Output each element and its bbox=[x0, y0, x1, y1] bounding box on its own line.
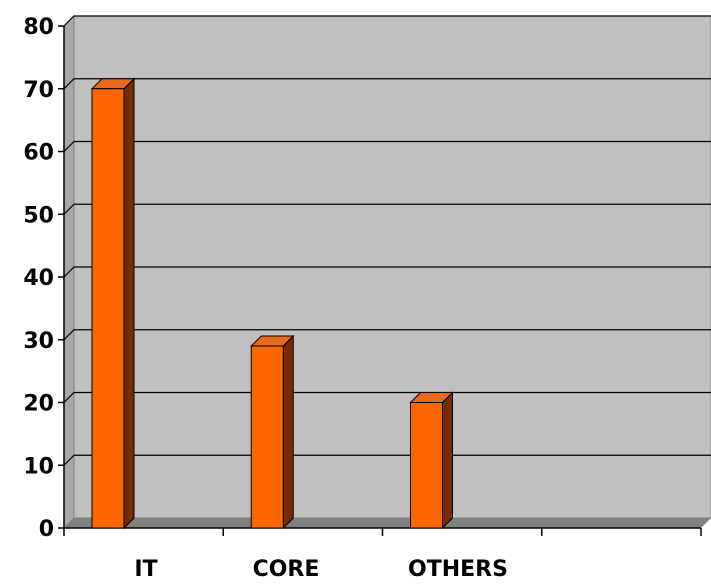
y-tick-label: 30 bbox=[23, 329, 54, 354]
y-tick-label: 40 bbox=[23, 266, 54, 291]
gridline bbox=[63, 266, 711, 278]
category-labels: IT CORE OTHERS bbox=[134, 557, 508, 582]
y-tick-label: 50 bbox=[23, 203, 54, 228]
gridline bbox=[63, 454, 711, 466]
y-axis-ticks: 0 10 20 30 40 50 60 70 80 bbox=[23, 15, 64, 542]
x-category-label: CORE bbox=[253, 557, 320, 582]
bar bbox=[250, 334, 295, 530]
gridline bbox=[63, 15, 711, 27]
plot-floor bbox=[64, 518, 711, 528]
bar-front bbox=[91, 88, 125, 529]
y-tick-label: 60 bbox=[23, 141, 54, 166]
bar-series bbox=[90, 77, 454, 530]
y-tick-label: 70 bbox=[23, 78, 54, 103]
gridline bbox=[63, 140, 711, 152]
gridline bbox=[63, 391, 711, 403]
gridlines bbox=[63, 15, 711, 466]
y-tick-label: 10 bbox=[23, 454, 54, 479]
bar bbox=[90, 77, 136, 530]
bar-side bbox=[442, 391, 453, 530]
bar-side bbox=[282, 334, 294, 530]
gridline bbox=[63, 203, 711, 215]
y-tick-label: 20 bbox=[23, 392, 54, 417]
gridline bbox=[63, 329, 711, 341]
y-tick-label: 0 bbox=[39, 517, 54, 542]
y-tick-label: 80 bbox=[23, 15, 54, 40]
x-category-label: OTHERS bbox=[408, 557, 508, 582]
bar bbox=[409, 391, 454, 530]
bar-side bbox=[123, 77, 135, 530]
bar-front bbox=[250, 345, 284, 529]
bar-front bbox=[410, 402, 443, 529]
gridline bbox=[63, 78, 711, 90]
x-axis-ticks bbox=[63, 528, 702, 536]
x-category-label: IT bbox=[134, 557, 157, 582]
